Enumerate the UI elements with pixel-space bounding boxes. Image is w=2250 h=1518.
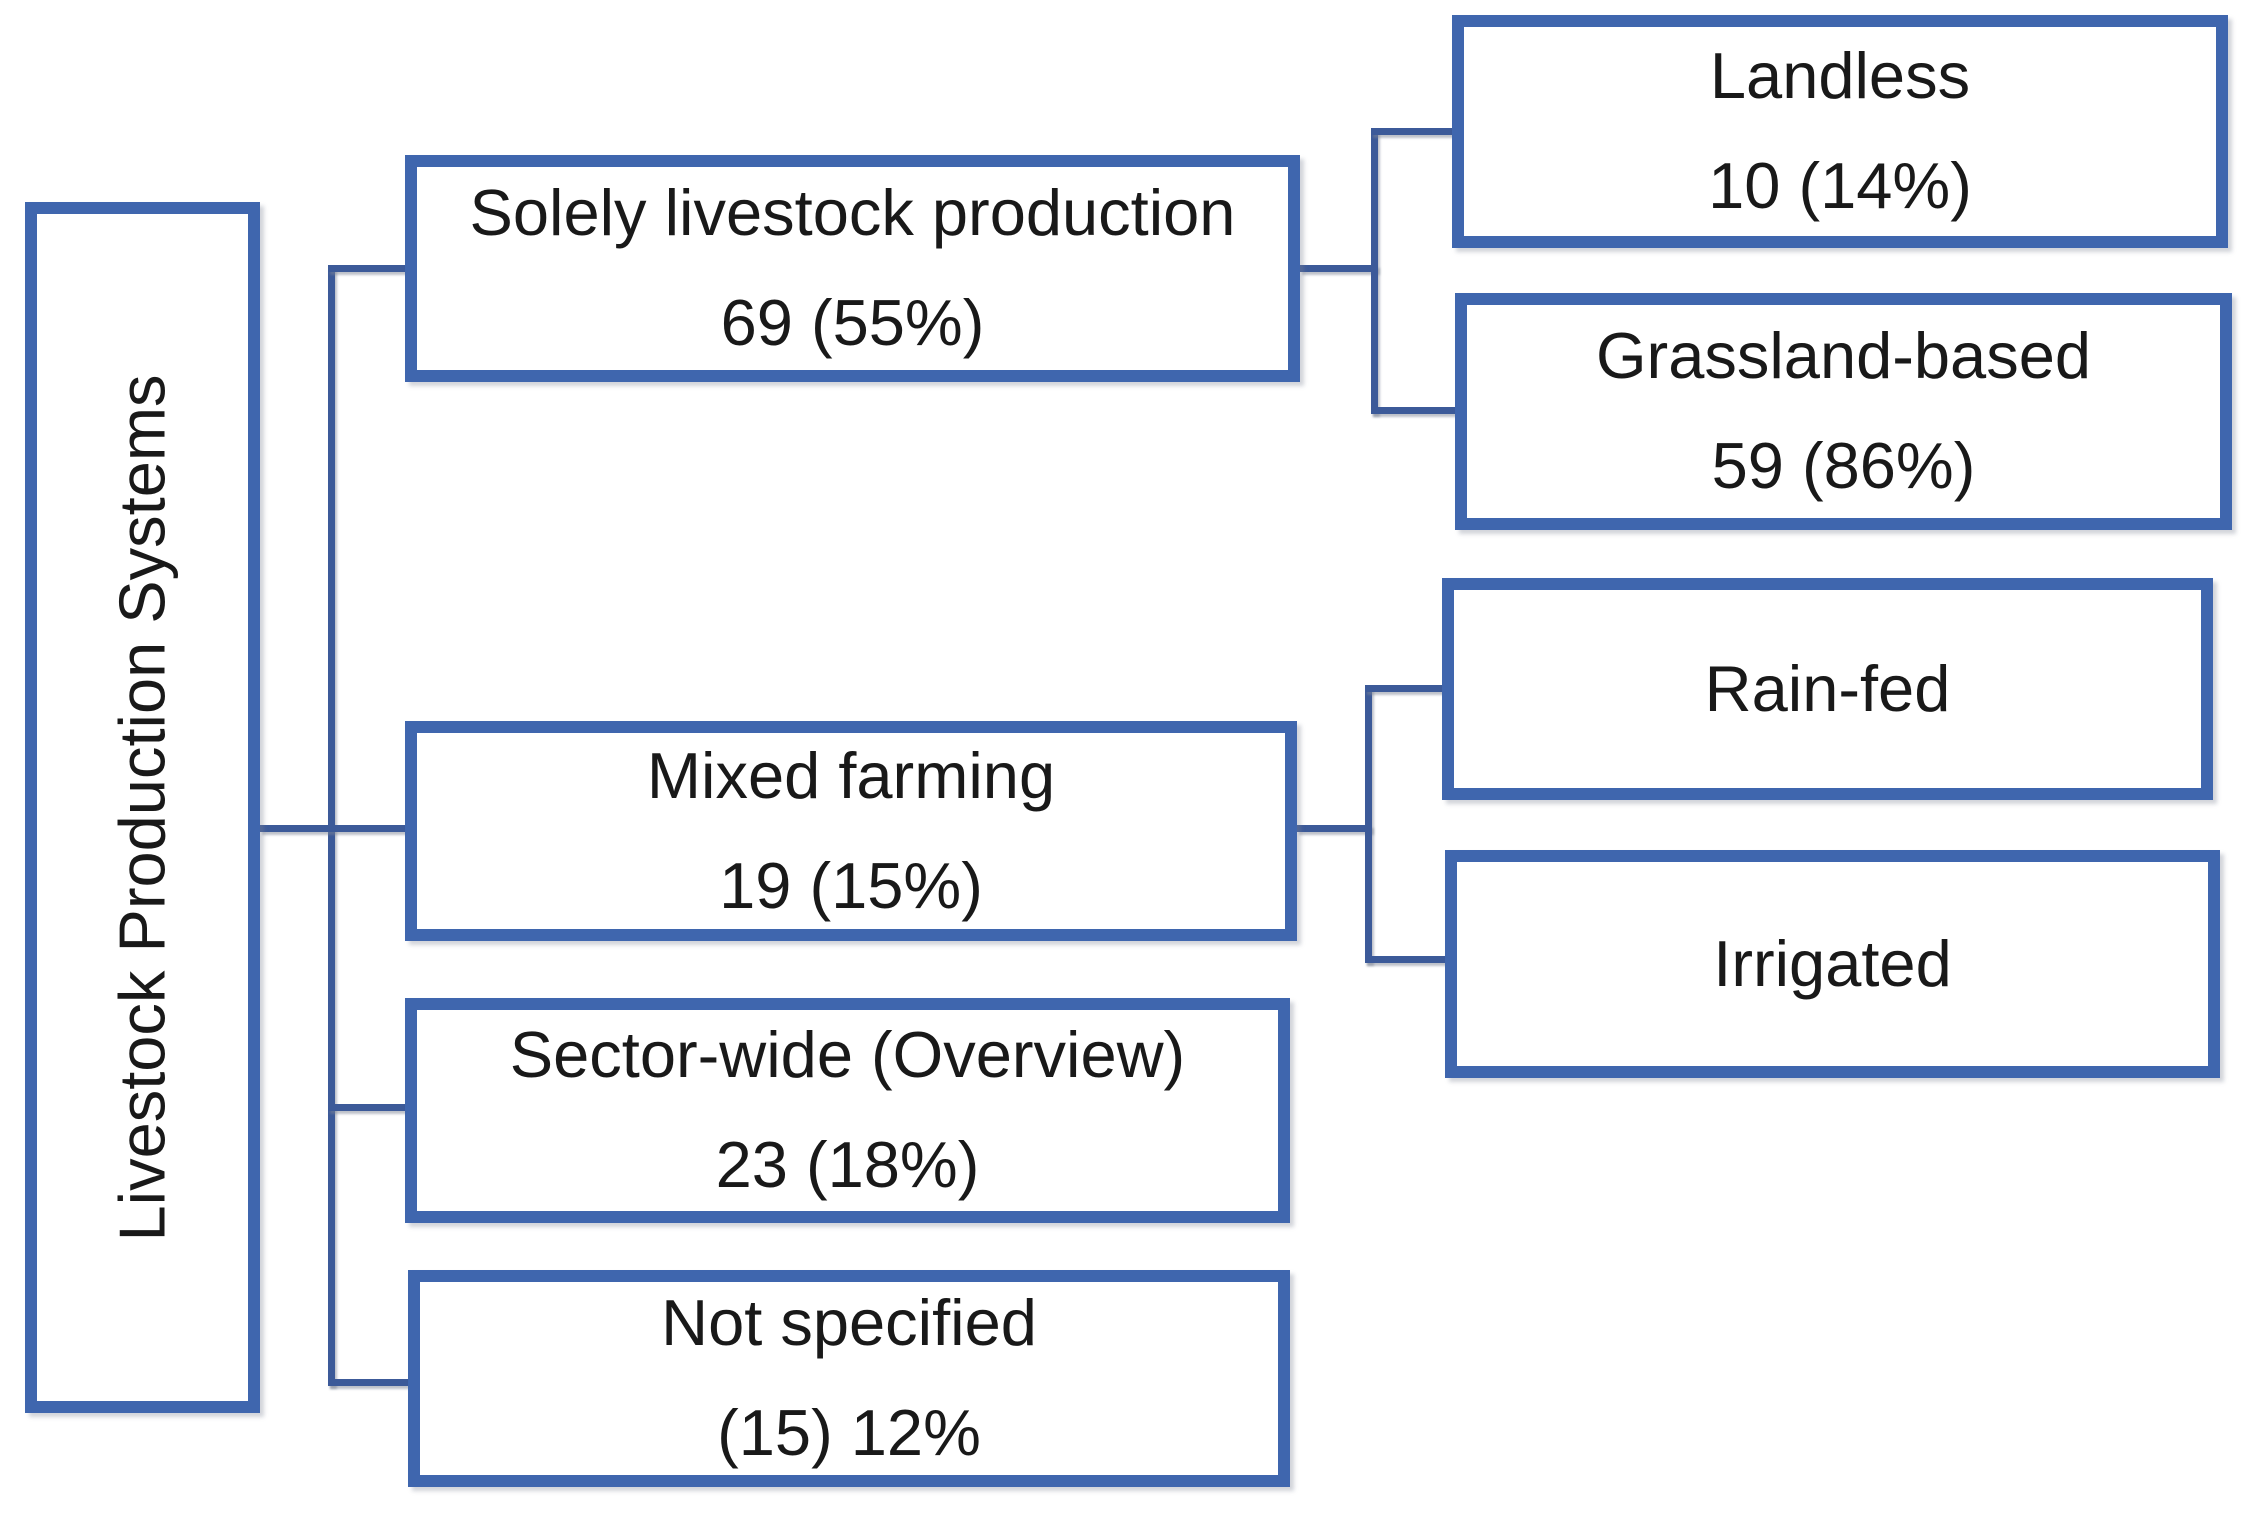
bracket-connector-mixed [1365,685,1372,963]
root-node-label: Livestock Production Systems [105,373,179,1242]
node-solely-livestock-production: Solely livestock production 69 (55%) [405,155,1300,382]
node-count: (15) 12% [717,1396,981,1469]
node-count: 59 (86%) [1711,429,1976,502]
bracket-connector-solely [1371,128,1378,414]
node-count: 10 (14%) [1708,149,1972,222]
node-title: Solely livestock production [469,176,1236,250]
node-title: Grassland-based [1596,319,2091,393]
branch-connector-mixed [260,825,405,832]
node-mixed-farming: Mixed farming 19 (15%) [405,721,1297,941]
stub-connector-solely [1300,265,1378,272]
node-title: Not specified [661,1286,1037,1360]
branch-connector-sector [328,1104,405,1111]
node-rain-fed: Rain-fed [1442,578,2213,800]
node-irrigated: Irrigated [1445,850,2220,1078]
node-landless: Landless 10 (14%) [1452,15,2228,248]
node-count: 23 (18%) [715,1128,980,1201]
node-count: 19 (15%) [719,848,983,922]
branch-connector-solely [328,265,405,272]
root-node-livestock-production-systems: Livestock Production Systems [25,202,260,1413]
arm-connector-rainfed [1365,685,1442,692]
node-title: Landless [1709,39,1971,113]
node-grassland-based: Grassland-based 59 (86%) [1455,293,2232,530]
node-not-specified: Not specified (15) 12% [408,1270,1290,1487]
arm-connector-grassland [1371,407,1455,414]
branch-connector-notspec [328,1379,408,1386]
node-title: Sector-wide (Overview) [509,1018,1186,1092]
stub-connector-mixed [1297,825,1372,832]
node-count: 69 (55%) [720,286,985,359]
node-title: Irrigated [1713,926,1952,1000]
node-title: Rain-fed [1704,651,1951,725]
arm-connector-landless [1371,128,1452,135]
node-sector-wide-overview: Sector-wide (Overview) 23 (18%) [405,998,1290,1223]
node-title: Mixed farming [646,738,1056,812]
arm-connector-irrigated [1365,956,1445,963]
